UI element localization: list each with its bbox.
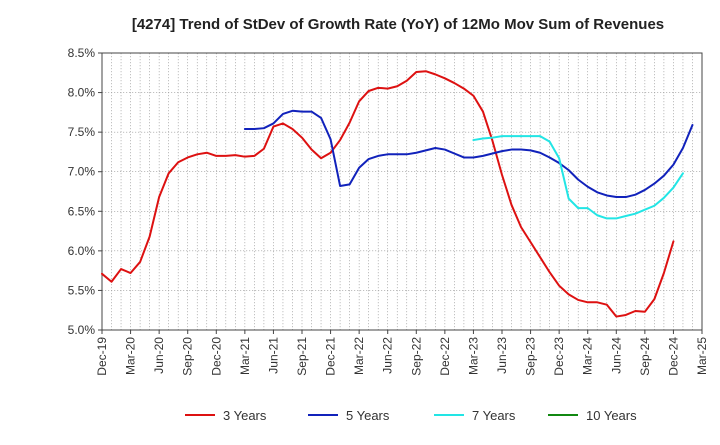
plot-area [102,53,702,330]
y-tick-label: 6.5% [68,204,96,218]
x-tick-label: Mar-21 [238,337,252,375]
x-tick-label: Jun-24 [609,337,623,374]
x-tick-label: Sep-20 [181,337,195,376]
x-tick-label: Dec-23 [552,337,566,376]
y-tick-label: 7.5% [68,125,96,139]
x-tick-label: Dec-21 [324,337,338,376]
grid-layer [102,53,702,330]
x-tick-label: Mar-24 [581,337,595,375]
axis-layer: 5.0% 5.5% 6.0% 6.5% 7.0% 7.5% 8.0% 8.5% Dec-19 Ma… [68,46,709,376]
x-tick-label: Jun-23 [495,337,509,374]
x-tick-label: Jun-21 [266,337,280,374]
y-tick-label: 8.0% [68,86,96,100]
series-layer [101,70,694,318]
x-tick-label: Dec-24 [666,337,680,376]
x-tick-label: Mar-20 [124,337,138,375]
series-line-3-years [101,70,675,318]
x-tick-label: Sep-22 [409,337,423,376]
legend: 3 Years 5 Years 7 Years 10 Years [185,408,637,423]
x-tick-label: Mar-22 [352,337,366,375]
legend-label-10-years: 10 Years [586,408,637,423]
x-tick-label: Jun-22 [381,337,395,374]
series-line-5-years [243,109,694,199]
x-tick-label: Dec-20 [209,337,223,376]
series-line-7-years [472,135,684,220]
legend-label-7-years: 7 Years [472,408,516,423]
x-tick-label: Mar-23 [466,337,480,375]
x-tick-label: Mar-25 [695,337,709,375]
plot-border [101,52,703,331]
x-tick-label: Jun-20 [152,337,166,374]
chart-title: [4274] Trend of StDev of Growth Rate (Yo… [132,16,664,33]
y-tick-label: 7.0% [68,165,96,179]
x-tick-label: Sep-23 [524,337,538,376]
x-tick-label: Dec-19 [95,337,109,376]
x-tick-label: Sep-24 [638,337,652,376]
legend-label-5-years: 5 Years [346,408,390,423]
y-tick-label: 8.5% [68,46,96,60]
x-tick-label: Dec-22 [438,337,452,376]
x-tick-label: Sep-21 [295,337,309,376]
legend-label-3-years: 3 Years [223,408,267,423]
y-tick-label: 6.0% [68,244,96,258]
y-tick-label: 5.5% [68,283,96,297]
y-tick-label: 5.0% [68,323,96,337]
